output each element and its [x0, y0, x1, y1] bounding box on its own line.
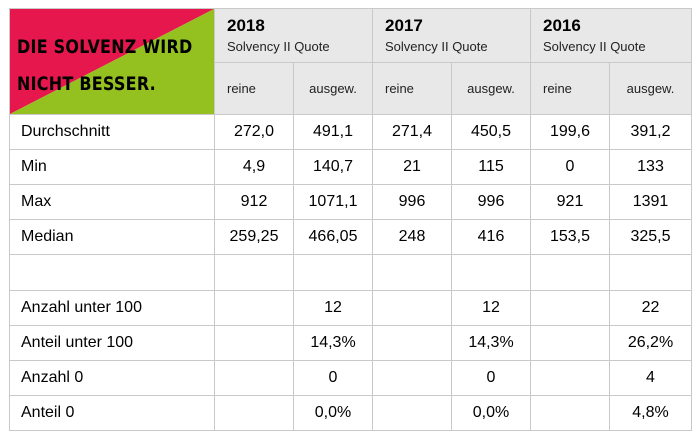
title-line-2: NICHT BESSER. [17, 73, 156, 95]
table-cell: 14,3% [451, 325, 531, 361]
table-cell: 921 [530, 184, 610, 220]
table-cell [451, 254, 531, 291]
table-row: Anteil 0 0,0% 0,0% 4,8% [9, 395, 692, 431]
table-cell [609, 254, 692, 291]
table-cell: 12 [293, 290, 373, 326]
table-cell: 26,2% [609, 325, 692, 361]
table-cell: 199,6 [530, 114, 610, 150]
table-cell [372, 360, 452, 396]
table-cell: 325,5 [609, 219, 692, 255]
row-label: Median [9, 219, 215, 255]
table-cell [372, 325, 452, 361]
table-cell [214, 325, 294, 361]
table-cell: 4,8% [609, 395, 692, 431]
table-row: Max 912 1071,1 996 996 921 1391 [9, 184, 692, 220]
title-green-triangle [10, 9, 214, 114]
row-label: Anteil 0 [9, 395, 215, 431]
table-cell: 153,5 [530, 219, 610, 255]
table-cell [214, 290, 294, 326]
title-red-triangle [10, 9, 214, 114]
column-header-reine-2018: reine [214, 62, 294, 115]
table-cell: 271,4 [372, 114, 452, 150]
title-banner-background [10, 9, 214, 114]
table-cell [372, 395, 452, 431]
table-cell: 996 [372, 184, 452, 220]
table-cell: 1391 [609, 184, 692, 220]
year-label: 2016 [543, 16, 581, 35]
table-cell: 140,7 [293, 149, 373, 185]
table-cell: 133 [609, 149, 692, 185]
table-cell [530, 395, 610, 431]
column-header-reine-2016: reine [530, 62, 610, 115]
table-cell [293, 254, 373, 291]
table-row: Anzahl unter 100 12 12 22 [9, 290, 692, 326]
table-cell: 115 [451, 149, 531, 185]
year-label: 2018 [227, 16, 265, 35]
table-cell: 450,5 [451, 114, 531, 150]
table-cell: 0,0% [451, 395, 531, 431]
table-row: Min 4,9 140,7 21 115 0 133 [9, 149, 692, 185]
year-subtitle: Solvency II Quote [385, 39, 488, 54]
table-row: Median 259,25 466,05 248 416 153,5 325,5 [9, 219, 692, 255]
row-label: Anteil unter 100 [9, 325, 215, 361]
table-cell [372, 290, 452, 326]
table-cell [530, 325, 610, 361]
table-cell [530, 290, 610, 326]
column-header-ausgew-2017: ausgew. [451, 62, 531, 115]
row-label: Durchschnitt [9, 114, 215, 150]
row-label [9, 254, 215, 291]
column-header-ausgew-2018: ausgew. [293, 62, 373, 115]
year-subtitle: Solvency II Quote [227, 39, 330, 54]
title-banner: DIE SOLVENZ WIRD NICHT BESSER. [9, 8, 215, 115]
table-cell: 248 [372, 219, 452, 255]
row-label: Min [9, 149, 215, 185]
table-cell: 466,05 [293, 219, 373, 255]
table-cell: 22 [609, 290, 692, 326]
table-row: Anzahl 0 0 0 4 [9, 360, 692, 396]
table-cell: 1071,1 [293, 184, 373, 220]
row-label: Max [9, 184, 215, 220]
table-cell: 14,3% [293, 325, 373, 361]
table-cell: 259,25 [214, 219, 294, 255]
row-label: Anzahl 0 [9, 360, 215, 396]
table-cell: 0 [293, 360, 373, 396]
year-header-2017: 2017 Solvency II Quote [372, 8, 531, 63]
solvency-table: DIE SOLVENZ WIRD NICHT BESSER. 2018 Solv… [9, 8, 692, 431]
table-cell: 4,9 [214, 149, 294, 185]
table-cell: 272,0 [214, 114, 294, 150]
table-cell: 491,1 [293, 114, 373, 150]
table-cell: 0 [530, 149, 610, 185]
year-header-2018: 2018 Solvency II Quote [214, 8, 373, 63]
row-label: Anzahl unter 100 [9, 290, 215, 326]
page-title: DIE SOLVENZ WIRD NICHT BESSER. [17, 29, 193, 103]
table-cell: 0 [451, 360, 531, 396]
table-cell [530, 360, 610, 396]
table-row: Anteil unter 100 14,3% 14,3% 26,2% [9, 325, 692, 361]
table-cell [214, 254, 294, 291]
table-cell: 12 [451, 290, 531, 326]
column-header-reine-2017: reine [372, 62, 452, 115]
column-header-ausgew-2016: ausgew. [609, 62, 692, 115]
table-row-spacer [9, 254, 692, 291]
table-cell: 391,2 [609, 114, 692, 150]
table-cell [214, 360, 294, 396]
table-row: Durchschnitt 272,0 491,1 271,4 450,5 199… [9, 114, 692, 150]
title-line-1: DIE SOLVENZ WIRD [17, 36, 193, 58]
table-cell [530, 254, 610, 291]
year-subtitle: Solvency II Quote [543, 39, 646, 54]
table-cell: 21 [372, 149, 452, 185]
table-cell [214, 395, 294, 431]
table-cell: 0,0% [293, 395, 373, 431]
table-cell: 912 [214, 184, 294, 220]
table-cell: 996 [451, 184, 531, 220]
table-cell [372, 254, 452, 291]
year-header-2016: 2016 Solvency II Quote [530, 8, 692, 63]
year-label: 2017 [385, 16, 423, 35]
table-cell: 4 [609, 360, 692, 396]
table-cell: 416 [451, 219, 531, 255]
solvency-table-frame: DIE SOLVENZ WIRD NICHT BESSER. 2018 Solv… [9, 8, 692, 431]
